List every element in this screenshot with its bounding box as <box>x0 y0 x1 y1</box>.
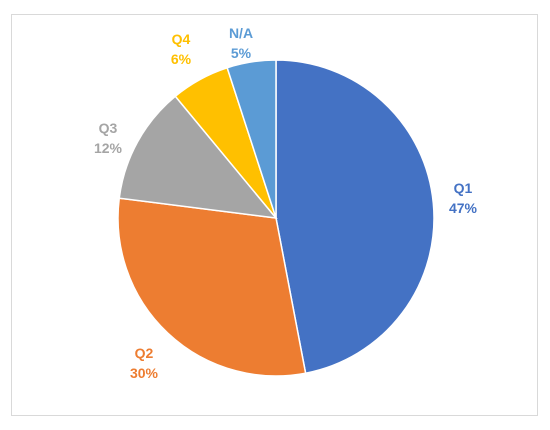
pie-slice-n-a <box>226 59 277 219</box>
pie-slice-q3 <box>118 95 278 219</box>
slice-value-n-a: 5% <box>231 45 252 61</box>
pie-slice-q2 <box>117 197 307 377</box>
slice-label-q3: Q3 <box>99 120 118 136</box>
slice-label-q1: Q1 <box>454 180 473 196</box>
slice-label-n-a: N/A <box>229 25 253 41</box>
slice-value-q4: 6% <box>171 51 192 67</box>
slice-label-q2: Q2 <box>135 345 154 361</box>
slice-value-q1: 47% <box>449 200 478 216</box>
slice-value-q2: 30% <box>130 365 159 381</box>
slice-value-q3: 12% <box>94 140 123 156</box>
pie-slice-q1 <box>275 59 435 375</box>
slice-label-q4: Q4 <box>172 31 191 47</box>
